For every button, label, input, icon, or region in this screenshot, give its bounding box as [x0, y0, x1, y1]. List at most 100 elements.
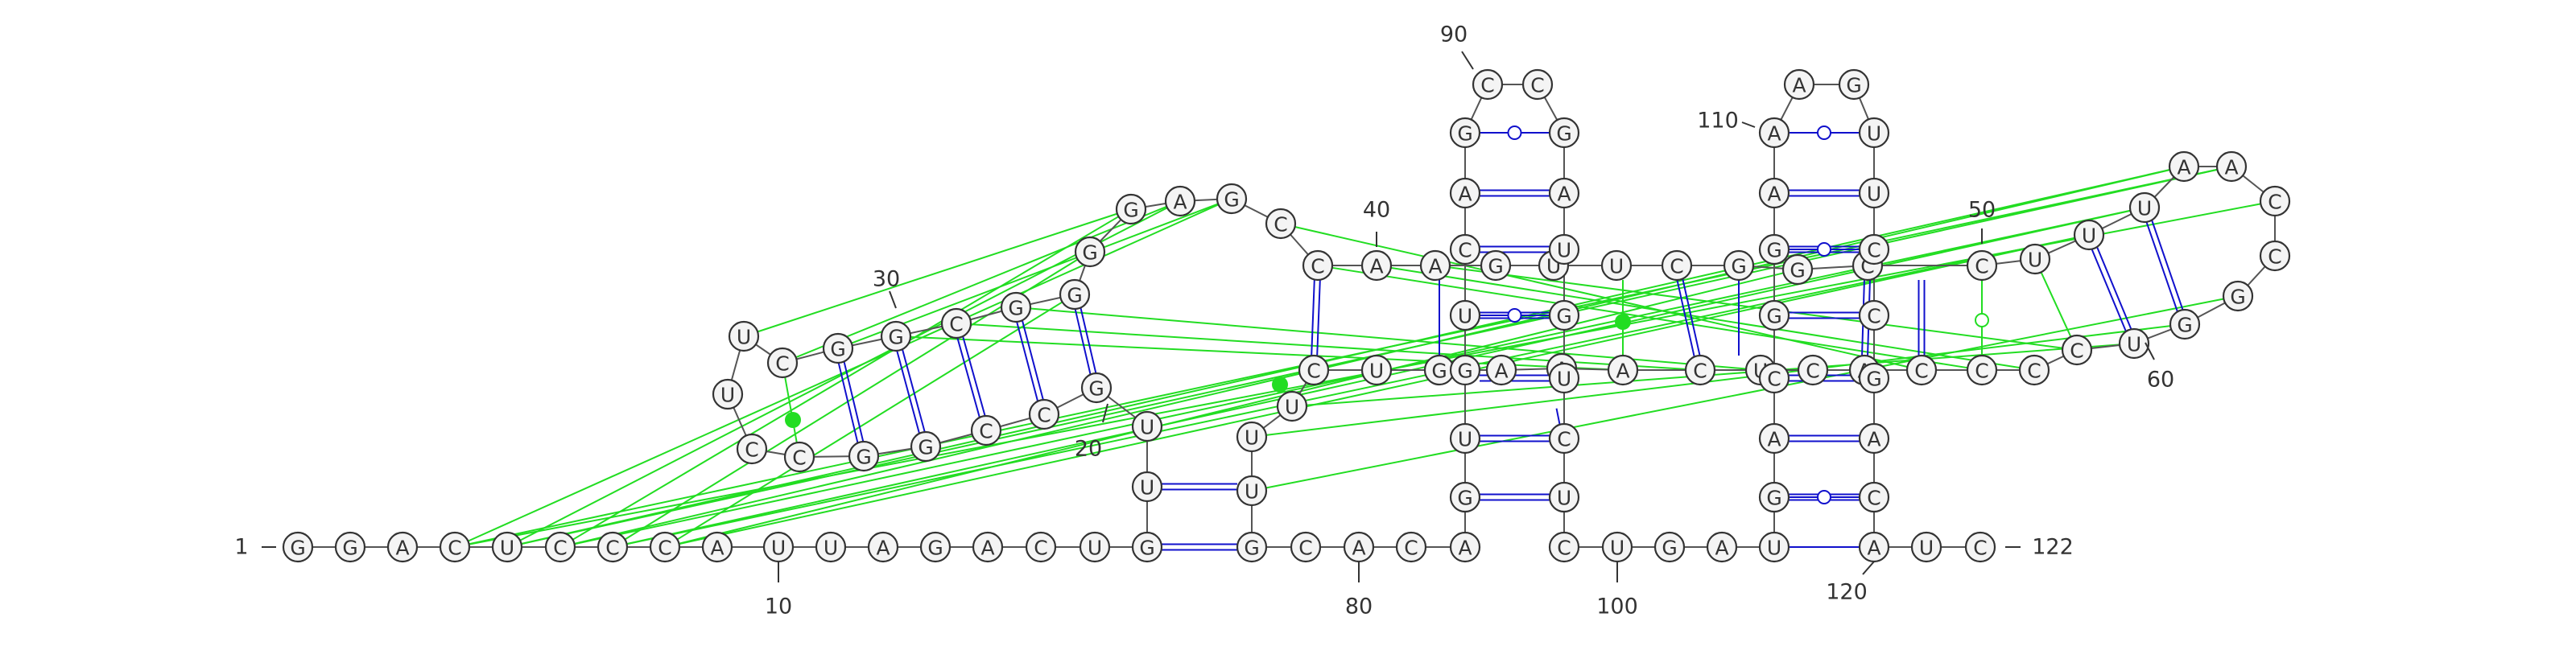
nucleotide-circle — [544, 531, 576, 563]
nucleotide-circle — [1059, 278, 1091, 311]
nucleotide-letter: A — [1867, 428, 1880, 451]
nucleotide-letter: G — [1431, 360, 1447, 383]
position-label-30: 30 — [873, 267, 900, 292]
nucleotide-32: C — [940, 307, 972, 339]
nucleotide-letter: C — [2268, 191, 2281, 214]
nucleotide-letter: C — [1975, 360, 1988, 383]
nucleotide-103: U — [1758, 531, 1790, 563]
canonical-base-pair — [837, 363, 859, 443]
nucleotide-circle — [1164, 185, 1196, 217]
nucleotide-circle — [1910, 531, 1942, 563]
nucleotide-circle — [919, 531, 952, 563]
nucleotide-circle — [1600, 249, 1633, 282]
nucleotide-circle — [2215, 150, 2248, 183]
nucleotide-letter: C — [1034, 537, 1047, 560]
nucleotide-letter: U — [824, 537, 838, 560]
nucleotide-circle — [1548, 362, 1580, 394]
nucleotide-letter: C — [1307, 360, 1320, 383]
nucleotide-letter: A — [1557, 183, 1571, 206]
nucleotide-circle — [2169, 308, 2201, 340]
nucleotide-circle — [1131, 471, 1163, 503]
nucleotide-letter: U — [500, 537, 514, 560]
nucleotide-circle — [1723, 249, 1755, 282]
nucleotide-letter: G — [1244, 537, 1259, 560]
nucleotide-105: A — [1758, 422, 1790, 455]
nucleotide-96: U — [1548, 362, 1580, 394]
nucleotide-91: C — [1521, 68, 1554, 101]
nucleotide-letter: U — [2127, 333, 2141, 356]
nucleotide-letter: G — [1088, 377, 1104, 401]
nucleotide-letter: U — [1458, 305, 1472, 328]
nucleotide-circle — [1858, 299, 1890, 331]
nucleotide-letter: G — [1866, 368, 1881, 391]
nucleotide-letter: A — [876, 537, 890, 560]
nucleotide-98: U — [1548, 481, 1580, 513]
nucleotide-76: U — [1236, 421, 1268, 453]
pseudoknot-dot — [785, 412, 801, 428]
position-label-50: 50 — [1968, 198, 1996, 223]
nucleotide-circle — [1449, 481, 1481, 513]
nucleotide-circle — [1858, 422, 1890, 455]
nucleotide-circle — [1758, 481, 1790, 513]
nucleotide-letter: G — [1082, 241, 1097, 265]
nucleotide-letter: C — [1311, 255, 1324, 278]
nucleotide-circle — [1548, 117, 1580, 149]
nucleotide-circle — [1419, 249, 1451, 282]
nucleotide-letter: U — [1557, 487, 1571, 510]
nucleotide-circle — [1028, 398, 1060, 430]
nucleotide-letter: C — [1975, 255, 1988, 278]
nucleotide-circle — [1758, 531, 1790, 563]
nucleotide-82: A — [1449, 531, 1481, 563]
canonical-base-pair — [1021, 320, 1044, 400]
nucleotide-letter: G — [888, 326, 903, 349]
nucleotide-letter: U — [1557, 368, 1571, 391]
nucleotide-letter: U — [2028, 249, 2042, 272]
nucleotide-circle — [1781, 253, 1814, 286]
nucleotide-3: A — [386, 531, 419, 563]
nucleotide-letter: C — [2070, 339, 2083, 363]
nucleotide-circle — [1449, 233, 1481, 265]
nucleotide-letter: A — [1494, 360, 1508, 383]
nucleotide-90: C — [1472, 68, 1504, 101]
nucleotide-circle — [1521, 68, 1554, 101]
nucleotide-letter: C — [1867, 239, 1880, 262]
nucleotide-circle — [1548, 531, 1580, 563]
pseudoknot-interaction — [1294, 226, 1908, 368]
nucleotide-letter: G — [1488, 255, 1503, 278]
nucleotide-104: G — [1758, 481, 1790, 513]
nucleotide-circle — [1298, 354, 1330, 386]
nucleotide-letter: A — [1458, 183, 1472, 206]
nucleotide-18: U — [1131, 471, 1163, 503]
position-label-110: 110 — [1697, 109, 1739, 134]
nucleotide-61: C — [2061, 334, 2093, 366]
nucleotide-letter: U — [1557, 239, 1571, 262]
nucleotide-9: A — [701, 531, 733, 563]
position-label-60: 60 — [2147, 368, 2174, 393]
nucleotide-letter: G — [1123, 199, 1138, 222]
nucleotide-letter: A — [710, 537, 724, 560]
nucleotide-circle — [972, 531, 1004, 563]
nucleotide-circle — [2019, 243, 2051, 275]
nucleotide-78: G — [1236, 531, 1268, 563]
nucleotide-circle — [1607, 354, 1639, 386]
nucleotide-letter: G — [1457, 360, 1472, 383]
nucleotide-56: C — [2259, 185, 2291, 217]
nucleotide-circle — [1858, 117, 1890, 149]
pseudoknot-interaction — [468, 204, 1219, 542]
nucleotide-letter: U — [1767, 537, 1781, 560]
nucleotide-letter: U — [1088, 537, 1102, 560]
canonical-base-pair — [2145, 221, 2178, 312]
nucleotide-118: A — [1858, 422, 1890, 455]
nucleotide-79: C — [1290, 531, 1322, 563]
nucleotide-circle — [491, 531, 523, 563]
nucleotide-75: U — [1276, 390, 1308, 422]
nucleotide-letter: G — [1067, 284, 1082, 307]
nucleotide-28: U — [728, 320, 760, 352]
nucleotide-letter: C — [448, 537, 461, 560]
nucleotide-38: G — [1216, 183, 1248, 215]
nucleotide-letter: A — [1767, 428, 1781, 451]
nucleotide-21: C — [1028, 398, 1060, 430]
nucleotide-circle — [1236, 421, 1268, 453]
nucleotide-59: G — [2169, 308, 2201, 340]
nucleotide-letter: G — [918, 436, 933, 459]
